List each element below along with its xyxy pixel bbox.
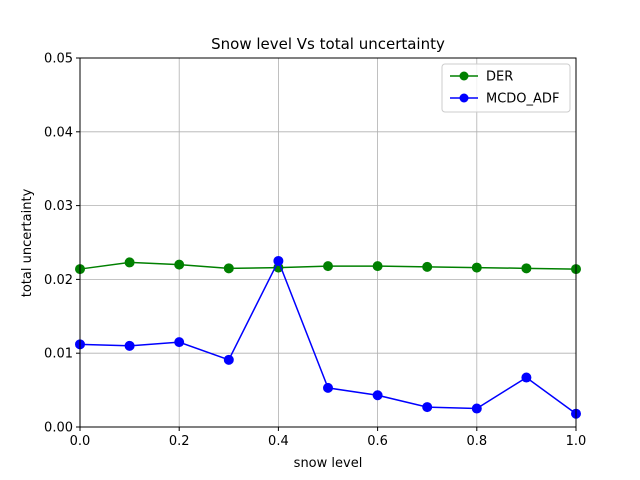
- axes: [79, 57, 577, 428]
- data-point: [323, 382, 333, 393]
- data-point: [521, 263, 532, 274]
- data-point: [124, 340, 135, 351]
- data-point: [273, 255, 284, 266]
- data-point: [124, 257, 135, 268]
- data-point: [471, 403, 482, 414]
- data-point: [372, 390, 383, 401]
- y-axis-label: total uncertainty: [20, 188, 35, 297]
- y-tick-label: 0.03: [44, 199, 73, 214]
- x-tick-label: 1.0: [566, 434, 587, 449]
- legend: DER MCDO_ADF: [441, 63, 571, 113]
- data-point: [223, 263, 234, 274]
- data-point: [223, 354, 234, 365]
- data-point: [174, 337, 185, 348]
- data-point: [174, 259, 185, 270]
- grid-lines: [79, 57, 577, 428]
- data-point: [521, 372, 532, 383]
- x-tick-label: 0.6: [367, 434, 388, 449]
- x-tick-label: 0.4: [268, 434, 289, 449]
- chart-title: Snow level Vs total uncertainty: [211, 35, 445, 53]
- x-tick-label: 0.0: [70, 434, 91, 449]
- data-point: [471, 262, 482, 273]
- legend-marker: [459, 93, 469, 103]
- x-axis-label: snow level: [294, 456, 363, 471]
- legend-marker: [459, 71, 469, 81]
- plot-frame: [79, 57, 577, 428]
- legend-label: MCDO_ADF: [486, 92, 559, 107]
- y-tick-label: 0.00: [44, 421, 73, 436]
- data-point: [372, 261, 383, 272]
- ticks: 0.0 0.2 0.4 0.6 0.8 1.0 0.00 0.01 0.02 0.03 0.04 0.…: [44, 52, 586, 450]
- y-tick-label: 0.01: [44, 347, 73, 362]
- y-tick-label: 0.02: [44, 273, 73, 288]
- y-tick-label: 0.05: [44, 52, 73, 67]
- x-tick-label: 0.2: [169, 434, 190, 449]
- series-layer: [75, 255, 581, 419]
- data-point: [422, 261, 433, 272]
- data-point: [323, 261, 333, 272]
- x-tick-label: 0.8: [466, 434, 487, 449]
- legend-label: DER: [486, 70, 513, 85]
- data-point: [422, 402, 433, 413]
- y-tick-label: 0.04: [44, 125, 73, 140]
